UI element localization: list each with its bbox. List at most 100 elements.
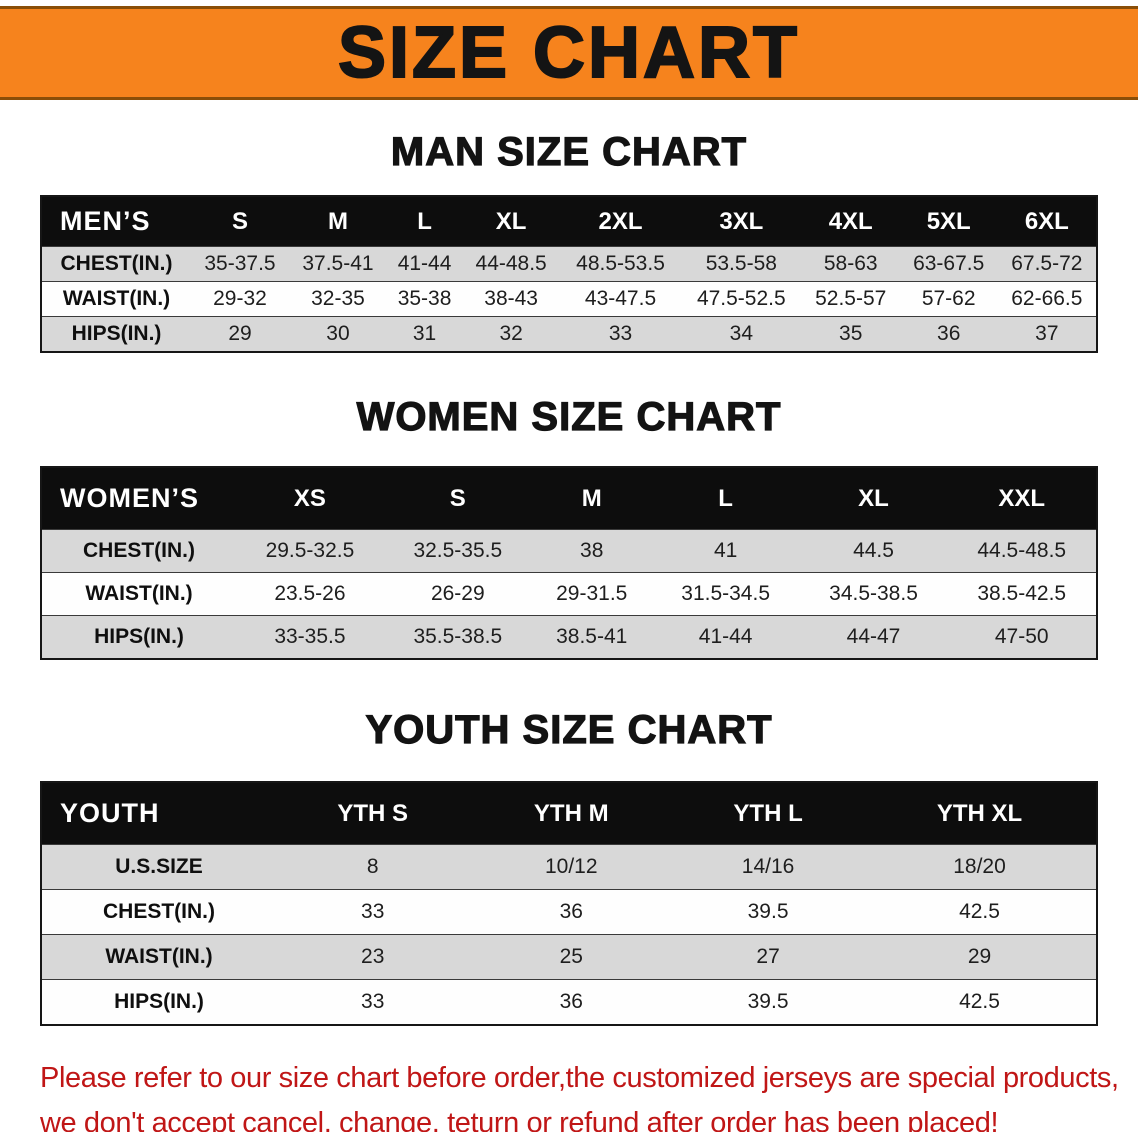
womens-col-header-1: S [383, 467, 532, 530]
youth-value-2-3: 29 [967, 945, 992, 968]
womens-value-1-3: 31.5-34.5 [681, 582, 771, 605]
womens-row-label-0: CHEST(IN.) [83, 539, 195, 562]
youth-measure-row-1: CHEST(IN.) 33 36 39.5 42.5 [41, 889, 1097, 935]
womens-value-1-2: 29-31.5 [556, 582, 628, 605]
youth-col-header-0: YTH S [276, 782, 470, 845]
mens-value-1-2: 35-38 [397, 287, 452, 310]
youth-col-header-1: YTH M [469, 782, 674, 845]
womens-col-header-0: XS [236, 467, 384, 530]
youth-value-1-0: 33 [361, 900, 385, 923]
youth-size-table: YOUTH YTH S YTH M YTH L YTH XL U.S.SIZE 8 10/12… [40, 781, 1098, 1026]
mens-section-title: MAN SIZE CHART [390, 129, 748, 174]
mens-value-1-1: 32-35 [311, 287, 365, 310]
youth-col-header-3: YTH XL [863, 782, 1097, 845]
youth-value-0-2: 14/16 [741, 855, 795, 878]
mens-row-label-1: WAIST(IN.) [62, 287, 171, 310]
womens-col-header-4: XL [799, 467, 948, 530]
youth-row-label-0: U.S.SIZE [115, 855, 203, 878]
youth-row-label-2: WAIST(IN.) [105, 945, 213, 968]
mens-value-0-6: 58-63 [823, 252, 878, 275]
mens-col-header-7: 5XL [899, 196, 998, 247]
womens-value-2-4: 44-47 [846, 625, 901, 648]
womens-row-label-1: WAIST(IN.) [85, 582, 193, 605]
mens-value-0-0: 35-37.5 [204, 252, 276, 275]
mens-value-2-6: 35 [839, 322, 863, 345]
mens-value-2-8: 37 [1035, 322, 1059, 345]
womens-value-2-5: 47-50 [994, 625, 1049, 648]
womens-col-header-3: L [651, 467, 800, 530]
womens-value-1-5: 38.5-42.5 [977, 582, 1067, 605]
youth-col-header-2: YTH L [673, 782, 864, 845]
womens-value-1-1: 26-29 [430, 582, 485, 605]
youth-measure-row-0: U.S.SIZE 8 10/12 14/16 18/20 [41, 844, 1097, 890]
mens-value-0-1: 37.5-41 [302, 252, 374, 275]
womens-size-table: WOMEN’S XS S M L XL XXL CHEST(IN.) 29.5-32.5 32.5… [40, 466, 1098, 660]
footer-line-1: Please refer to our size chart before or… [40, 1062, 1119, 1094]
footer-note: Please refer to our size chart before or… [40, 1056, 1138, 1132]
womens-section-title: WOMEN SIZE CHART [356, 394, 782, 439]
mens-measure-row-1: WAIST(IN.) 29-32 32-35 35-38 38-43 43-47.5 47.… [41, 281, 1097, 317]
womens-value-0-1: 32.5-35.5 [413, 539, 503, 562]
youth-value-1-2: 39.5 [747, 900, 789, 923]
mens-col-header-4: 2XL [560, 196, 681, 247]
mens-value-1-4: 43-47.5 [584, 287, 657, 310]
mens-header-row: MEN’S S M L XL 2XL 3XL 4XL 5XL 6XL [41, 196, 1097, 247]
mens-size-table: MEN’S S M L XL 2XL 3XL 4XL 5XL 6XL CHEST(IN.) 35-37… [40, 195, 1098, 353]
womens-corner-label: WOMEN’S [41, 467, 236, 530]
mens-value-1-5: 47.5-52.5 [696, 287, 786, 310]
womens-col-header-2: M [531, 467, 652, 530]
youth-value-1-3: 42.5 [959, 900, 1000, 923]
mens-value-2-4: 33 [608, 322, 633, 345]
womens-col-header-5: XXL [947, 467, 1097, 530]
mens-measure-row-0: CHEST(IN.) 35-37.5 37.5-41 41-44 44-48.5 48.5… [41, 246, 1097, 282]
mens-value-2-1: 30 [326, 322, 350, 345]
womens-value-0-3: 41 [713, 539, 738, 562]
mens-col-header-5: 3XL [680, 196, 802, 247]
mens-value-1-7: 57-62 [921, 287, 976, 310]
mens-value-1-6: 52.5-57 [815, 287, 887, 310]
youth-value-2-0: 23 [361, 945, 385, 968]
womens-value-0-2: 38 [580, 539, 604, 562]
size-charts: MAN SIZE CHART MEN’S S M L XL 2XL 3XL 4XL 5XL 6XL C… [0, 129, 1138, 1026]
youth-row-label-1: CHEST(IN.) [103, 900, 215, 923]
mens-size-chart-section: MAN SIZE CHART MEN’S S M L XL 2XL 3XL 4XL 5XL 6XL C… [0, 129, 1138, 353]
womens-measure-row-1: WAIST(IN.) 23.5-26 26-29 29-31.5 31.5-34.5 34… [41, 572, 1097, 616]
mens-value-0-4: 48.5-53.5 [576, 252, 665, 275]
mens-value-0-5: 53.5-58 [705, 252, 777, 275]
womens-header-row: WOMEN’S XS S M L XL XXL [41, 467, 1097, 530]
womens-value-1-0: 23.5-26 [274, 582, 346, 605]
youth-value-1-1: 36 [559, 900, 583, 923]
mens-corner-label: MEN’S [41, 196, 191, 247]
youth-row-label-3: HIPS(IN.) [114, 990, 204, 1013]
youth-value-2-2: 27 [756, 945, 780, 968]
youth-value-3-2: 39.5 [747, 990, 789, 1013]
youth-header-row: YOUTH YTH S YTH M YTH L YTH XL [41, 782, 1097, 845]
youth-size-chart-section: YOUTH SIZE CHART YOUTH YTH S YTH M YTH L YTH … [0, 707, 1138, 1026]
mens-col-header-8: 6XL [997, 196, 1097, 247]
mens-col-header-3: XL [462, 196, 561, 247]
womens-value-0-0: 29.5-32.5 [265, 539, 355, 562]
mens-value-2-0: 29 [228, 322, 252, 345]
mens-value-1-8: 62-66.5 [1011, 287, 1083, 310]
mens-col-header-6: 4XL [801, 196, 900, 247]
youth-value-2-1: 25 [559, 945, 583, 968]
mens-value-1-0: 29-32 [213, 287, 267, 310]
youth-value-0-0: 8 [366, 855, 379, 878]
page-title: SIZE CHART [337, 12, 800, 94]
mens-value-2-3: 32 [499, 322, 523, 345]
mens-value-1-3: 38-43 [484, 287, 538, 310]
mens-value-0-2: 41-44 [397, 252, 452, 275]
mens-row-label-0: CHEST(IN.) [60, 252, 173, 275]
womens-value-2-0: 33-35.5 [274, 625, 346, 648]
youth-value-3-1: 36 [559, 990, 583, 1013]
youth-value-0-3: 18/20 [953, 855, 1006, 878]
mens-value-0-7: 63-67.5 [913, 252, 985, 275]
youth-value-0-1: 10/12 [544, 855, 598, 878]
mens-value-0-8: 67.5-72 [1011, 252, 1083, 275]
mens-measure-row-2: HIPS(IN.) 29 30 31 32 33 34 35 36 37 [41, 316, 1097, 352]
mens-value-2-5: 34 [729, 322, 753, 345]
womens-value-0-4: 44.5 [853, 539, 894, 562]
womens-value-1-4: 34.5-38.5 [829, 582, 918, 605]
youth-value-3-3: 42.5 [959, 990, 1000, 1013]
mens-col-header-2: L [386, 196, 463, 247]
